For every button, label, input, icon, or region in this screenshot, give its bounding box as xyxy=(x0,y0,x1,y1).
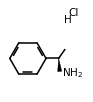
Text: Cl: Cl xyxy=(69,8,79,18)
Text: H: H xyxy=(64,15,71,25)
Polygon shape xyxy=(58,58,62,72)
Text: NH$_2$: NH$_2$ xyxy=(62,66,83,80)
